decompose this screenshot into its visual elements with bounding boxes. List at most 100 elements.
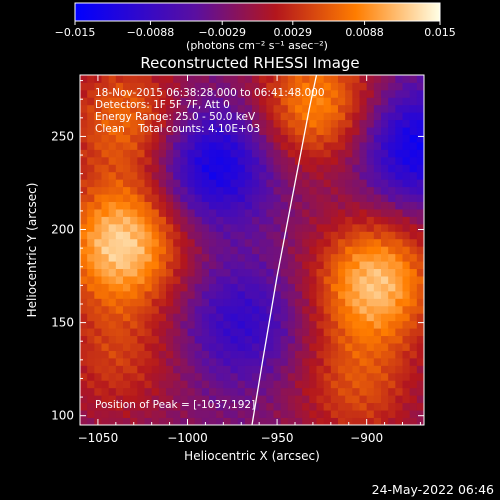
heatmap-cell (94, 268, 102, 277)
heatmap-cell (216, 253, 224, 262)
heatmap-cell (194, 194, 203, 202)
heatmap-cell (216, 343, 224, 351)
heatmap-cell (388, 387, 396, 396)
heatmap-cell (144, 179, 153, 188)
heatmap-cell (252, 179, 260, 188)
heatmap-cell (158, 119, 167, 128)
heatmap-cell (402, 246, 411, 255)
heatmap-cell (123, 223, 131, 232)
heatmap-cell (201, 89, 210, 98)
heatmap-cell (309, 268, 317, 277)
heatmap-cell (144, 343, 153, 351)
heatmap-cell (323, 156, 332, 165)
heatmap-cell (94, 149, 102, 158)
heatmap-cell (359, 305, 368, 314)
heatmap-cell (287, 328, 296, 337)
heatmap-cell (230, 380, 239, 389)
heatmap-cell (130, 357, 138, 366)
heatmap-cell (244, 231, 253, 240)
heatmap-cell (80, 395, 88, 404)
heatmap-cell (80, 201, 88, 210)
heatmap-cell (381, 395, 389, 404)
heatmap-cell (388, 149, 396, 158)
heatmap-cell (287, 320, 296, 329)
heatmap-cell (381, 179, 389, 188)
heatmap-cell (180, 313, 188, 322)
heatmap-cell (309, 343, 317, 351)
heatmap-cell (101, 127, 110, 135)
heatmap-cell (144, 283, 153, 292)
heatmap-cell (330, 112, 339, 121)
y-tick-label: 250 (51, 129, 74, 143)
heatmap-cell (158, 343, 167, 351)
heatmap-cell (101, 395, 110, 404)
heatmap-cell (381, 246, 389, 255)
heatmap-cell (273, 156, 282, 165)
heatmap-cell (237, 171, 246, 180)
heatmap-cell (80, 104, 88, 113)
heatmap-cell (144, 156, 153, 165)
heatmap-cell (381, 350, 389, 359)
heatmap-cell (416, 305, 424, 314)
heatmap-cell (252, 104, 260, 113)
heatmap-cell (316, 82, 325, 91)
heatmap-cell (123, 261, 131, 270)
heatmap-cell (338, 186, 346, 195)
heatmap-cell (395, 410, 403, 418)
heatmap-cell (381, 290, 389, 299)
heatmap-cell (237, 387, 246, 396)
heatmap-cell (115, 410, 124, 418)
heatmap-cell (123, 104, 131, 113)
heatmap-cell (409, 276, 418, 284)
heatmap-cell (402, 216, 411, 225)
heatmap-cell (273, 201, 282, 210)
heatmap-cell (316, 350, 325, 359)
heatmap-cell (381, 127, 389, 135)
heatmap-cell (80, 305, 88, 314)
heatmap-cell (338, 112, 346, 121)
heatmap-cell (187, 127, 196, 135)
heatmap-cell (416, 186, 424, 195)
heatmap-cell (87, 261, 95, 270)
heatmap-cell (345, 119, 353, 128)
heatmap-cell (94, 305, 102, 314)
heatmap-cell (323, 216, 332, 225)
heatmap-cell (416, 357, 424, 366)
heatmap-cell (158, 328, 167, 337)
heatmap-cell (309, 387, 317, 396)
heatmap-cell (108, 410, 117, 418)
heatmap-cell (87, 223, 95, 232)
heatmap-cell (338, 246, 346, 255)
heatmap-cell (373, 186, 382, 195)
heatmap-cell (87, 410, 95, 418)
heatmap-cell (187, 365, 196, 374)
heatmap-cell (123, 298, 131, 307)
heatmap-cell (352, 253, 360, 262)
heatmap-cell (366, 209, 375, 217)
heatmap-cell (273, 223, 282, 232)
heatmap-cell (345, 75, 353, 83)
heatmap-cell (287, 395, 296, 404)
heatmap-cell (201, 127, 210, 135)
heatmap-cell (173, 104, 181, 113)
heatmap-cell (373, 82, 382, 91)
heatmap-cell (330, 387, 339, 396)
heatmap-cell (166, 223, 174, 232)
heatmap-cell (395, 216, 403, 225)
heatmap-cell (295, 276, 303, 284)
heatmap-cell (366, 261, 375, 270)
heatmap-cell (230, 276, 239, 284)
heatmap-cell (252, 216, 260, 225)
heatmap-cell (180, 156, 188, 165)
heatmap-cell (123, 97, 131, 106)
heatmap-cell (309, 127, 317, 135)
heatmap-cell (115, 372, 124, 381)
heatmap-cell (137, 402, 145, 411)
heatmap-cell (330, 268, 339, 277)
heatmap-cell (416, 402, 424, 411)
heatmap-cell (273, 313, 282, 322)
heatmap-cell (345, 320, 353, 329)
heatmap-cell (273, 395, 282, 404)
heatmap-cell (194, 164, 203, 173)
